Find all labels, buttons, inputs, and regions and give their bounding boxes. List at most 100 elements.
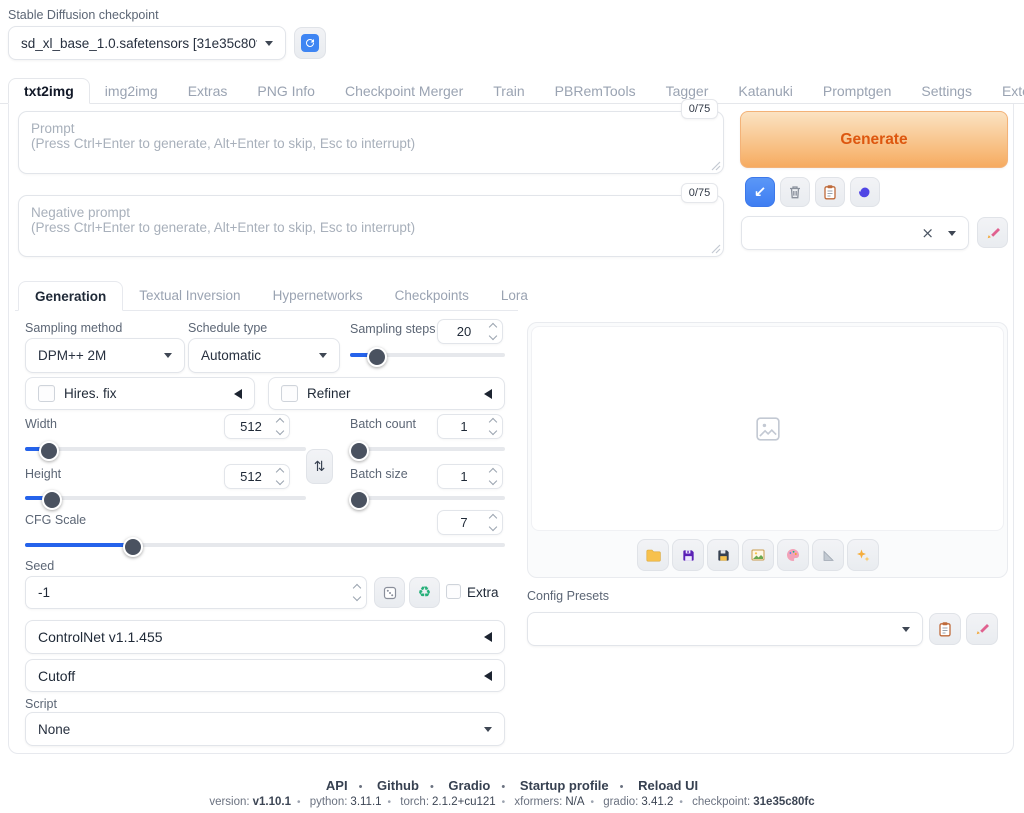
prompt-input[interactable] [18,111,724,174]
sampling-method-label: Sampling method [25,321,123,335]
generate-button[interactable]: Generate [740,111,1008,168]
script-value: None [38,721,71,737]
batch-size-input[interactable] [440,469,488,484]
footer-link-github[interactable]: Github [377,778,419,793]
width-number[interactable] [224,414,290,439]
reuse-seed-button[interactable]: ♻ [409,577,440,608]
sampling-method-dropdown[interactable]: DPM++ 2M [25,338,185,373]
subtab-generation[interactable]: Generation [18,281,124,311]
clipboard-icon [824,185,836,200]
checkpoint-dropdown[interactable]: sd_xl_base_1.0.safetensors [31e35c80fc] [8,26,286,60]
schedule-type-dropdown[interactable]: Automatic [188,338,340,373]
chevron-down-icon [948,230,956,236]
send-to-img2img-button[interactable] [742,539,774,571]
config-presets-edit-button[interactable] [966,613,998,645]
spinner-icon[interactable] [488,467,498,486]
batch-count-slider[interactable] [348,440,505,461]
tab-katanuki[interactable]: Katanuki [738,82,793,99]
extra-networks-button[interactable] [850,177,880,207]
seed-input[interactable] [28,585,352,600]
width-slider[interactable] [25,440,306,461]
tab-img2img[interactable]: img2img [104,82,158,99]
tab-promptgen[interactable]: Promptgen [822,82,892,99]
footer-link-reload-ui[interactable]: Reload UI [638,778,699,793]
subtab-textual-inversion[interactable]: Textual Inversion [139,288,241,303]
collapse-arrow-icon [234,388,242,399]
seed-extra-checkbox[interactable] [446,584,461,599]
sampling-steps-input[interactable] [440,324,488,339]
edit-styles-button[interactable] [977,217,1008,248]
tab-tagger[interactable]: Tagger [665,82,709,99]
refiner-checkbox[interactable] [281,385,298,402]
clear-prompt-button[interactable] [780,177,810,207]
height-number[interactable] [224,464,290,489]
save-image-button[interactable] [672,539,704,571]
tab-train[interactable]: Train [493,82,525,99]
subtab-hypernetworks[interactable]: Hypernetworks [272,288,363,303]
open-folder-button[interactable] [637,539,669,571]
spinner-icon[interactable] [352,583,362,602]
refresh-checkpoint-button[interactable] [294,27,326,59]
batch-size-number[interactable] [437,464,503,489]
subtab-lora[interactable]: Lora [500,288,528,303]
tab-settings[interactable]: Settings [921,82,972,99]
footer-link-startup-profile[interactable]: Startup profile [519,778,609,793]
floppy-zip-icon [717,549,729,561]
spinner-icon[interactable] [488,513,498,532]
tab-png-info[interactable]: PNG Info [257,82,315,99]
controlnet-accordion[interactable]: ControlNet v1.1.455 [25,620,505,654]
footer-link-api[interactable]: API [325,778,348,793]
sampling-steps-slider[interactable] [350,346,505,367]
random-seed-button[interactable] [374,577,405,608]
hires-fix-accordion[interactable]: Hires. fix [25,377,255,410]
result-gallery[interactable] [531,326,1004,531]
refiner-label: Refiner [307,386,351,401]
batch-count-number[interactable] [437,414,503,439]
negative-prompt-input[interactable] [18,195,724,257]
width-input[interactable] [227,419,275,434]
upscale-button[interactable] [847,539,879,571]
torch-value: 2.1.2+cu121 [432,796,496,808]
styles-dropdown[interactable]: × [741,216,969,250]
cutoff-accordion[interactable]: Cutoff [25,659,505,692]
spinner-icon[interactable] [488,417,498,436]
footer-link-gradio[interactable]: Gradio [448,778,491,793]
config-presets-dropdown[interactable] [527,612,923,646]
subtab-checkpoints[interactable]: Checkpoints [394,288,469,303]
config-presets-clipboard-button[interactable] [929,613,961,645]
apply-styles-button[interactable] [815,177,845,207]
hires-fix-checkbox[interactable] [38,385,55,402]
bullet-separator: • [429,781,434,793]
save-zip-button[interactable] [707,539,739,571]
refiner-accordion[interactable]: Refiner [268,377,505,410]
send-to-extras-button[interactable] [812,539,844,571]
spinner-icon[interactable] [488,322,498,341]
spinner-icon[interactable] [275,467,285,486]
read-generation-params-button[interactable]: ↙ [745,177,775,207]
tab-txt2img[interactable]: txt2img [8,78,90,104]
swap-width-height-button[interactable]: ⇅ [306,449,333,484]
height-slider[interactable] [25,489,306,510]
send-to-inpaint-button[interactable] [777,539,809,571]
cfg-scale-slider[interactable] [25,536,505,557]
bullet-separator: • [501,797,506,808]
batch-size-slider[interactable] [348,489,505,510]
height-input[interactable] [227,469,275,484]
batch-count-input[interactable] [440,419,488,434]
tab-extras[interactable]: Extras [187,82,228,99]
spinner-icon[interactable] [275,417,285,436]
cfg-scale-input[interactable] [440,515,488,530]
sampling-steps-number[interactable] [437,319,503,344]
collapse-arrow-icon [484,388,492,399]
bullet-separator: • [501,781,506,793]
checkpoint-hash-value: 31e35c80fc [753,796,815,808]
script-dropdown[interactable]: None [25,712,505,746]
cfg-scale-number[interactable] [437,510,503,535]
tab-checkpoint-merger[interactable]: Checkpoint Merger [344,82,464,99]
seed-number[interactable] [25,576,367,609]
main-tabbar: txt2img img2img Extras PNG Info Checkpoi… [0,78,1024,104]
tab-pbremtools[interactable]: PBRemTools [554,82,636,99]
collapse-arrow-icon [484,670,492,681]
clear-styles-icon[interactable]: × [921,223,934,242]
tab-extensions[interactable]: Extensions [1001,82,1024,99]
